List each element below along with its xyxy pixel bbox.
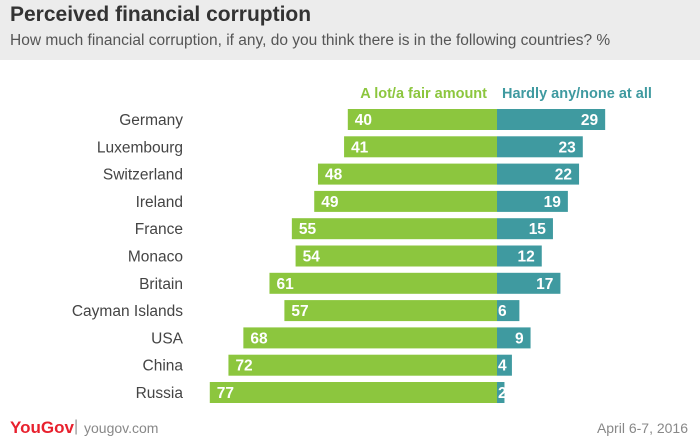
value-a-lot-russia: 77 — [217, 385, 234, 402]
category-label-china: China — [143, 358, 184, 375]
value-a-lot-luxembourg: 41 — [351, 139, 369, 156]
value-hardly-any-usa: 9 — [515, 330, 524, 347]
bar-a-lot-ireland — [314, 190, 497, 212]
bar-hardly-any-switzerland — [497, 163, 580, 185]
value-a-lot-usa: 68 — [250, 330, 268, 347]
category-label-france: France — [135, 221, 183, 238]
legend-hardly-any: Hardly any/none at all — [502, 86, 652, 102]
category-label-usa: USA — [151, 330, 184, 347]
legend-a-lot: A lot/a fair amount — [360, 86, 487, 102]
bar-a-lot-monaco — [295, 245, 497, 267]
bar-hardly-any-luxembourg — [497, 136, 583, 158]
category-label-monaco: Monaco — [128, 249, 183, 266]
bar-hardly-any-russia — [497, 382, 505, 403]
value-a-lot-china: 72 — [235, 358, 252, 375]
value-hardly-any-monaco: 12 — [518, 249, 535, 266]
value-a-lot-cayman-islands: 57 — [291, 303, 308, 320]
footer-date: April 6-7, 2016 — [596, 420, 688, 436]
bar-chart: A lot/a fair amount Hardly any/none at a… — [72, 86, 652, 403]
value-a-lot-france: 55 — [299, 221, 317, 238]
value-hardly-any-luxembourg: 23 — [559, 139, 577, 156]
bar-a-lot-usa — [243, 327, 497, 349]
bar-a-lot-russia — [209, 382, 498, 403]
chart-title: Perceived financial corruption — [10, 3, 312, 26]
value-hardly-any-cayman-islands: 6 — [498, 303, 507, 320]
category-label-luxembourg: Luxembourg — [97, 139, 183, 156]
value-hardly-any-china: 4 — [498, 358, 507, 375]
bar-hardly-any-china — [497, 354, 512, 376]
bar-hardly-any-usa — [497, 327, 531, 349]
category-label-germany: Germany — [119, 112, 183, 129]
value-hardly-any-switzerland: 22 — [555, 167, 572, 184]
value-hardly-any-germany: 29 — [581, 112, 599, 129]
category-label-russia: Russia — [136, 385, 184, 402]
bar-hardly-any-britain — [497, 272, 561, 294]
value-a-lot-britain: 61 — [276, 276, 294, 293]
category-label-britain: Britain — [139, 276, 183, 293]
footer-site: yougov.com — [84, 420, 159, 436]
chart-subtitle: How much financial corruption, if any, d… — [10, 32, 611, 49]
bar-hardly-any-monaco — [497, 245, 542, 267]
value-a-lot-monaco: 54 — [303, 249, 321, 266]
bar-a-lot-france — [291, 218, 497, 240]
bar-a-lot-switzerland — [317, 163, 497, 185]
bar-hardly-any-cayman-islands — [497, 300, 520, 322]
value-a-lot-switzerland: 48 — [325, 167, 343, 184]
bar-hardly-any-france — [497, 218, 553, 240]
bar-hardly-any-ireland — [497, 190, 568, 212]
value-hardly-any-ireland: 19 — [544, 194, 562, 211]
bar-hardly-any-germany — [497, 109, 606, 130]
value-hardly-any-russia: 2 — [498, 385, 507, 402]
category-label-ireland: Ireland — [136, 194, 183, 211]
value-hardly-any-france: 15 — [529, 221, 547, 238]
bar-a-lot-germany — [347, 109, 497, 130]
bar-a-lot-china — [228, 354, 497, 376]
footer-separator: | — [74, 418, 79, 435]
value-a-lot-ireland: 49 — [321, 194, 339, 211]
bar-a-lot-luxembourg — [344, 136, 497, 158]
category-label-switzerland: Switzerland — [103, 167, 183, 184]
value-a-lot-germany: 40 — [355, 112, 372, 129]
bar-a-lot-britain — [269, 272, 497, 294]
value-hardly-any-britain: 17 — [536, 276, 553, 293]
bar-a-lot-cayman-islands — [284, 300, 497, 322]
chart-header: Perceived financial corruption How much … — [0, 0, 700, 60]
yougov-logo: YouGov — [10, 418, 74, 437]
category-label-cayman-islands: Cayman Islands — [72, 303, 183, 320]
